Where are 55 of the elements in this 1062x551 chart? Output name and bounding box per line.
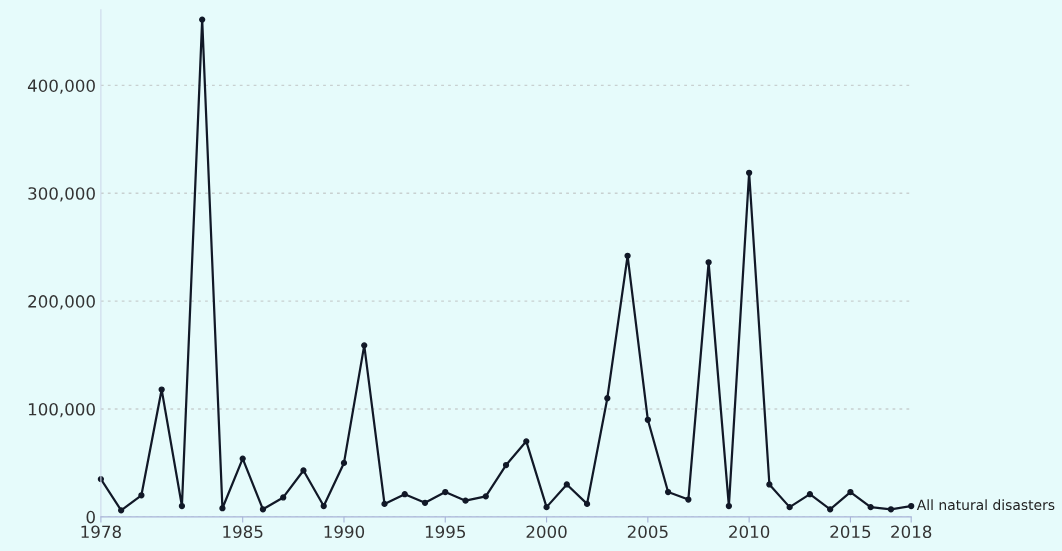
point bbox=[199, 16, 206, 23]
point bbox=[280, 494, 287, 501]
x-tick-label: 2015 bbox=[830, 525, 871, 539]
y-tick-label: 300,000 bbox=[28, 187, 95, 202]
point bbox=[421, 499, 429, 506]
point bbox=[158, 386, 165, 393]
x-tick-label: 2000 bbox=[526, 525, 567, 539]
point bbox=[806, 491, 814, 498]
x-tick-label: 2018 bbox=[891, 525, 932, 539]
point bbox=[118, 507, 125, 514]
point bbox=[482, 493, 489, 500]
x-tick-label: 1978 bbox=[81, 525, 121, 539]
point bbox=[746, 169, 753, 176]
point bbox=[664, 488, 672, 496]
point bbox=[523, 438, 530, 445]
point bbox=[786, 504, 793, 511]
y-tick-label: 200,000 bbox=[28, 295, 95, 310]
point bbox=[827, 506, 834, 513]
point bbox=[705, 259, 712, 266]
x-tick-label: 2005 bbox=[627, 525, 668, 539]
point bbox=[300, 467, 307, 474]
point bbox=[847, 488, 854, 496]
y-tick-label: 400,000 bbox=[27, 79, 95, 94]
x-tick-label: 1995 bbox=[425, 525, 466, 539]
point bbox=[178, 502, 186, 510]
point bbox=[138, 492, 145, 499]
point bbox=[381, 500, 388, 508]
point bbox=[766, 481, 773, 488]
point bbox=[887, 506, 895, 513]
point bbox=[401, 491, 408, 498]
point bbox=[239, 455, 246, 462]
y-tick-label: 0 bbox=[86, 510, 95, 524]
point bbox=[908, 502, 915, 510]
series-label: All natural disasters bbox=[916, 499, 1055, 511]
point bbox=[361, 342, 368, 349]
x-tick-label: 1990 bbox=[324, 525, 365, 539]
point bbox=[462, 497, 469, 504]
point bbox=[624, 252, 631, 259]
point bbox=[442, 488, 449, 496]
point bbox=[583, 500, 591, 508]
point bbox=[259, 506, 267, 513]
point bbox=[644, 416, 651, 423]
x-tick-label: 1985 bbox=[223, 525, 263, 539]
point bbox=[604, 395, 611, 402]
y-tick-label: 100,000 bbox=[28, 402, 95, 418]
point bbox=[219, 505, 226, 512]
point bbox=[563, 481, 570, 488]
point bbox=[340, 459, 348, 467]
point bbox=[685, 496, 692, 503]
point bbox=[867, 504, 874, 511]
point bbox=[543, 504, 550, 511]
point bbox=[320, 502, 327, 510]
x-tick-label: 2010 bbox=[729, 525, 770, 539]
point bbox=[725, 502, 733, 510]
point bbox=[502, 461, 510, 469]
